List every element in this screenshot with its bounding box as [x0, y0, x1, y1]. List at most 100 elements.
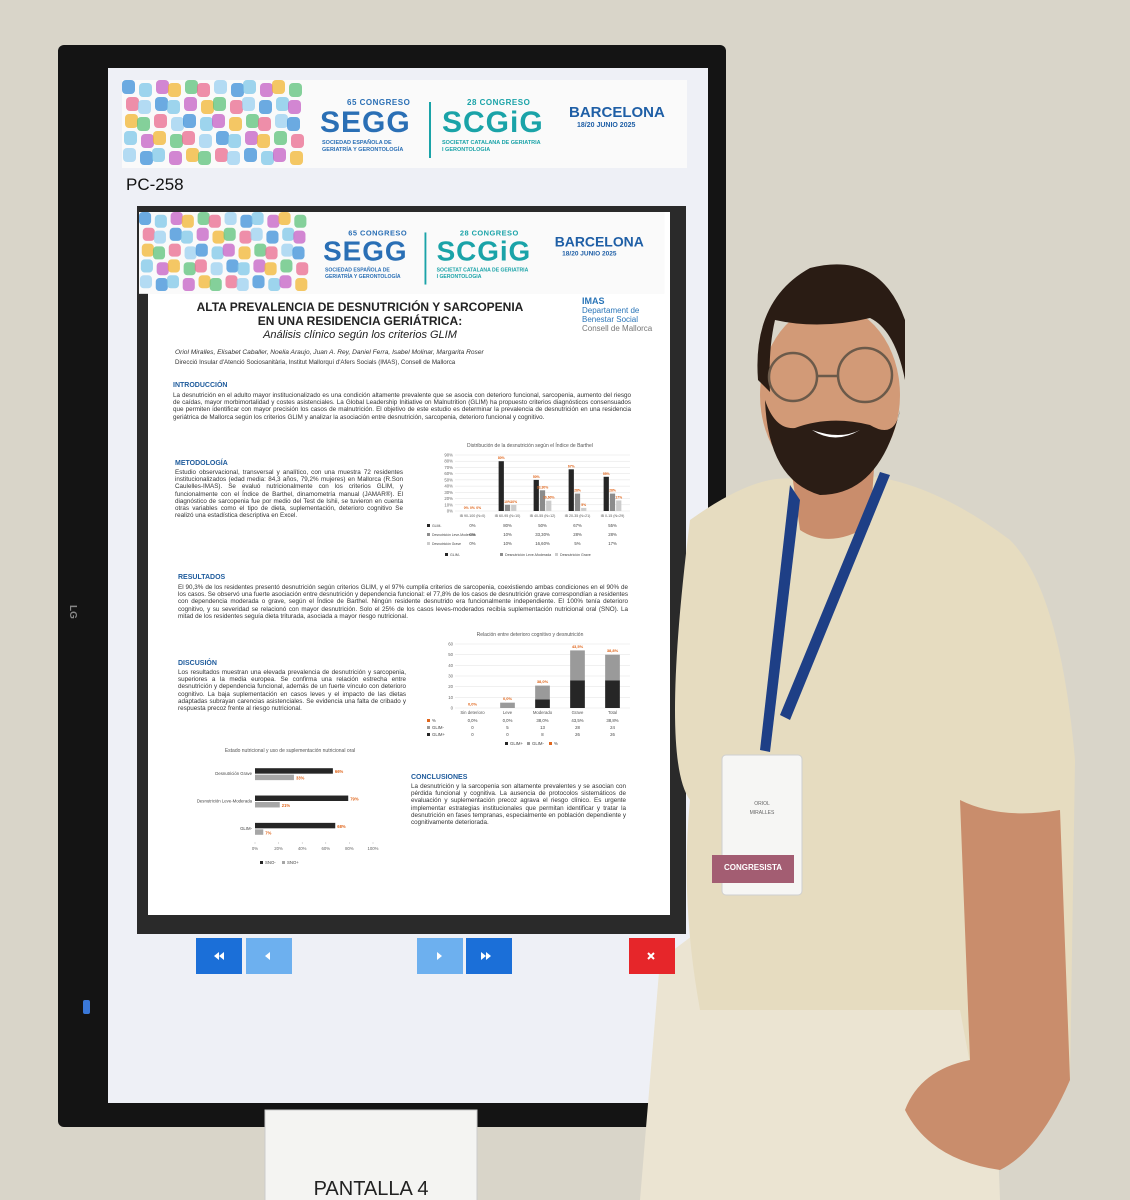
dates: 18/20 JUNIO 2025 — [562, 251, 617, 258]
section-text: El 90,3% de los residentes presentó desn… — [178, 584, 628, 620]
legend-swatch — [427, 524, 430, 527]
bar — [581, 507, 587, 511]
chart-title: Relación entre deterioro cognitivo y des… — [477, 632, 584, 638]
legend-label: Desnutrición Grave — [560, 553, 591, 557]
divider — [429, 102, 431, 158]
person — [640, 264, 1075, 1200]
data-label: 79% — [350, 797, 359, 802]
data-label: 38,8% — [607, 648, 619, 653]
poster-title: ALTA PREVALENCIA DE DESNUTRICIÓN Y SARCO… — [150, 300, 570, 342]
y-tick-label: 20% — [444, 496, 453, 501]
sign — [264, 1109, 478, 1200]
poster — [148, 212, 670, 915]
data-label: 0,0% — [468, 702, 478, 707]
button-icons — [214, 952, 655, 960]
table-cell: 26 — [610, 732, 615, 737]
x-tick-label: Sin deterioro — [460, 710, 485, 715]
power-led — [83, 1000, 90, 1014]
x-tick-label: IB 0-15 (N=29) — [601, 514, 625, 518]
edition: 28 CONGRESO — [459, 228, 519, 238]
bar — [609, 493, 616, 511]
scgig-name: SOCIETAT CATALANA DE GERIATRIA I GERONTO… — [436, 267, 529, 280]
bar-segment — [570, 680, 585, 708]
legend-label: SNO+ — [287, 860, 299, 865]
table-cell: 5 — [506, 725, 509, 730]
affiliation: Direcció Insular d'Atenció Sociosanitàri… — [175, 359, 456, 366]
table-cell: 5% — [574, 541, 580, 546]
legend-label: GLIM- — [532, 741, 545, 746]
bar-segment — [570, 650, 585, 681]
bar-segment — [605, 654, 620, 681]
bar — [255, 822, 336, 829]
segg-logo: SEGG — [323, 236, 408, 267]
bar — [504, 504, 511, 511]
table-cell: 33,30% — [535, 532, 550, 537]
table-cell: 10% — [503, 532, 512, 537]
imas-logo: IMAS Departament de Benestar Social Cons… — [560, 296, 670, 333]
section-heading: METODOLOGÍA — [175, 460, 228, 467]
dates: 18/20 JUNIO 2025 — [577, 122, 636, 129]
y-tick-label: 60% — [444, 471, 453, 476]
segg-name: SOCIEDAD ESPAÑOLA DE GERIATRÍA Y GERONTO… — [325, 267, 401, 280]
legend-swatch — [505, 742, 508, 745]
congress-banner: 65 CONGRESO SEGG SOCIEDAD ESPAÑOLA DE GE… — [122, 80, 687, 168]
data-label: 50% — [533, 475, 540, 479]
legend-swatch — [555, 553, 558, 556]
table-cell: 0% — [469, 523, 475, 528]
segg-logo: SEGG — [320, 106, 411, 139]
table-cell: 55% — [608, 523, 617, 528]
y-tick-label: 90% — [444, 453, 453, 458]
table-row-label: % — [432, 718, 436, 723]
badge-first-name: ORIOL — [754, 801, 770, 807]
table-cell: 67% — [573, 523, 582, 528]
table-cell: 17% — [608, 541, 617, 546]
bar-segment — [500, 702, 515, 708]
bar-segment — [535, 699, 550, 708]
bar — [255, 829, 264, 835]
legend-swatch — [549, 742, 552, 745]
x-tick-label: 20% — [274, 846, 283, 851]
bar — [539, 490, 546, 511]
y-tick-label: Desnutrición Leve-Moderada — [197, 799, 253, 804]
data-label: 10% — [510, 500, 517, 504]
bar — [533, 479, 539, 511]
bar — [255, 774, 294, 781]
table-cell: 24 — [610, 725, 615, 730]
y-tick-label: 40 — [448, 663, 453, 668]
legend-label: GLIM- — [450, 553, 461, 557]
legend-label: Desnutrición Leve-Moderada — [505, 553, 551, 557]
cognitive-chart: Relación entre deterioro cognitivo y des… — [427, 632, 630, 746]
sign-label: PANTALLA 4 — [313, 1178, 429, 1200]
poster-subtitle: Análisis clínico según los criterios GLI… — [263, 329, 457, 341]
table-cell: 28% — [573, 532, 582, 537]
legend-label: SNO- — [265, 860, 276, 865]
table-cell: 28 — [575, 725, 580, 730]
supplement-chart: Estado nutricional y uso de suplementaci… — [197, 748, 379, 865]
data-label: 33% — [296, 776, 305, 781]
poster-code: PC-258 — [126, 175, 184, 194]
x-tick-label: 40% — [298, 846, 307, 851]
data-label: 16,60% — [543, 496, 555, 500]
edition: 65 CONGRESO — [347, 98, 411, 107]
x-tick-label: Grave — [572, 710, 584, 715]
table-row-label: Desnutrición Leve-Moderada — [432, 533, 476, 537]
scgig-logo: SCGiG — [442, 106, 544, 139]
table-cell: 28% — [608, 532, 617, 537]
monitor-brand: LG — [67, 605, 78, 619]
edition: 28 CONGRESO — [467, 98, 531, 107]
legend-swatch — [500, 553, 503, 556]
x-tick-label: 80% — [345, 846, 354, 851]
table-row-label: GLIM- — [432, 725, 445, 730]
table-cell: 16,60% — [535, 541, 550, 546]
city: BARCELONA — [569, 104, 665, 121]
legend-label: % — [554, 741, 558, 746]
x-tick-label: Moderado — [533, 710, 553, 715]
y-tick-label: 50 — [448, 652, 453, 657]
x-tick-label: 0% — [252, 846, 258, 851]
badge: ORIOL MIRALLES — [722, 800, 802, 818]
legend-swatch — [427, 726, 430, 729]
table-cell: 38,0% — [536, 718, 548, 723]
section-heading: RESULTADOS — [178, 574, 226, 581]
section-text: Los resultados muestran una elevada prev… — [178, 669, 406, 713]
